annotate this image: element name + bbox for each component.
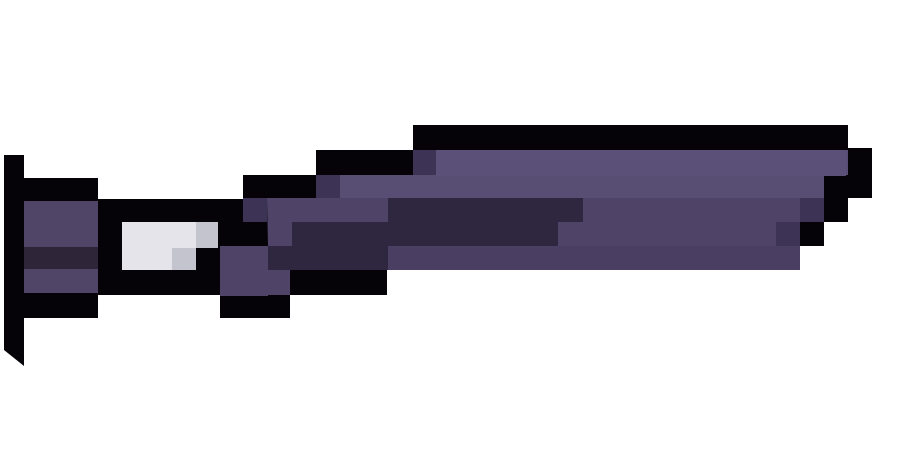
- sword-blade: [220, 125, 872, 318]
- blade-ridge-step-2: [316, 175, 340, 198]
- pommel-face-bottom: [24, 269, 98, 293]
- sword-grip: [98, 199, 243, 295]
- grip-highlight-lower-shade: [172, 248, 196, 270]
- blade-tip-light: [436, 150, 846, 176]
- blade-tip-edge-2: [776, 222, 800, 246]
- pommel-face-top: [24, 201, 98, 247]
- blade-tip-edge: [800, 198, 824, 222]
- sword-pommel: [4, 155, 98, 366]
- blade-ridge-step: [413, 150, 436, 175]
- blade-mid-edge: [243, 198, 267, 222]
- grip-highlight-bright: [122, 222, 196, 248]
- blade-fuller-end: [316, 222, 558, 246]
- blade-base-lower: [243, 270, 290, 295]
- grip-highlight-lower: [122, 248, 172, 270]
- pommel-face-shadow: [24, 247, 98, 269]
- blade-lower-dark: [268, 246, 388, 270]
